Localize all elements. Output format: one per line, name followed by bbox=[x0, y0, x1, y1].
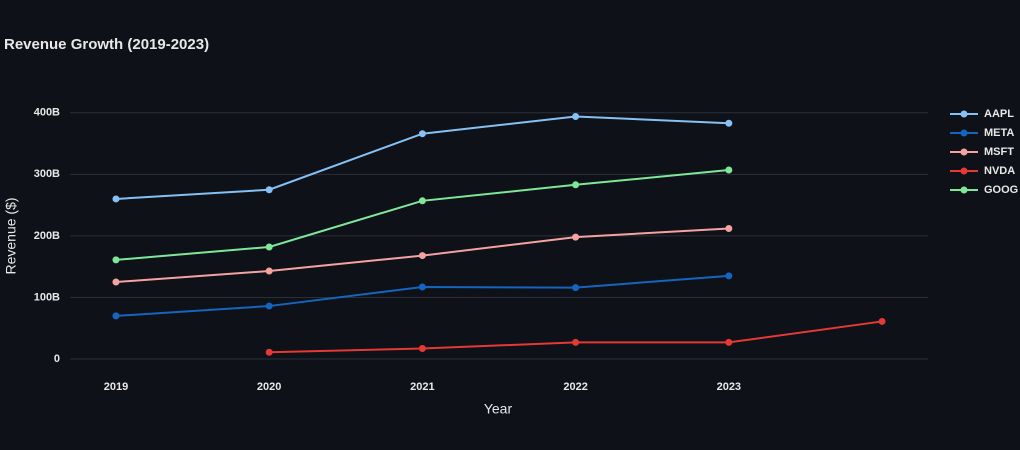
data-point bbox=[725, 119, 733, 127]
x-tick-label: 2019 bbox=[104, 381, 128, 393]
data-point bbox=[572, 112, 580, 120]
legend-label[interactable]: MSFT bbox=[984, 146, 1014, 158]
data-point bbox=[725, 272, 733, 280]
data-point bbox=[572, 284, 580, 292]
y-tick-label: 300B bbox=[34, 168, 60, 180]
data-point bbox=[265, 348, 273, 356]
legend-label[interactable]: META bbox=[984, 127, 1014, 139]
data-point bbox=[572, 338, 580, 346]
x-tick-label: 2021 bbox=[410, 381, 434, 393]
legend-label[interactable]: GOOG bbox=[984, 184, 1018, 196]
data-point bbox=[112, 278, 120, 286]
y-tick-label: 0 bbox=[54, 353, 60, 365]
data-point bbox=[265, 267, 273, 275]
legend-marker bbox=[960, 129, 968, 137]
legend-marker bbox=[960, 110, 968, 118]
y-axis-title: Revenue ($) bbox=[3, 197, 19, 274]
data-point bbox=[418, 345, 426, 353]
y-tick-label: 100B bbox=[34, 291, 60, 303]
data-point bbox=[418, 130, 426, 138]
y-tick-label: 400B bbox=[34, 107, 60, 119]
data-point bbox=[112, 256, 120, 264]
y-tick-label: 200B bbox=[34, 230, 60, 242]
data-point bbox=[265, 302, 273, 310]
data-point bbox=[725, 224, 733, 232]
x-tick-label: 2023 bbox=[717, 381, 741, 393]
x-axis-title: Year bbox=[484, 401, 513, 417]
data-point bbox=[418, 283, 426, 291]
x-tick-label: 2022 bbox=[563, 381, 587, 393]
data-point bbox=[112, 312, 120, 320]
data-point bbox=[265, 186, 273, 194]
legend-marker bbox=[960, 186, 968, 194]
legend-label[interactable]: AAPL bbox=[984, 108, 1014, 120]
data-point bbox=[265, 243, 273, 251]
data-point bbox=[725, 166, 733, 174]
data-point bbox=[418, 252, 426, 260]
legend-marker bbox=[960, 167, 968, 175]
data-point bbox=[418, 197, 426, 205]
data-point bbox=[572, 181, 580, 189]
legend-label[interactable]: NVDA bbox=[984, 165, 1015, 177]
legend-marker bbox=[960, 148, 968, 156]
data-point bbox=[572, 233, 580, 241]
data-point bbox=[878, 317, 886, 325]
x-tick-label: 2020 bbox=[257, 381, 281, 393]
data-point bbox=[112, 195, 120, 203]
data-point bbox=[725, 338, 733, 346]
chart-title: Revenue Growth (2019-2023) bbox=[4, 36, 209, 53]
